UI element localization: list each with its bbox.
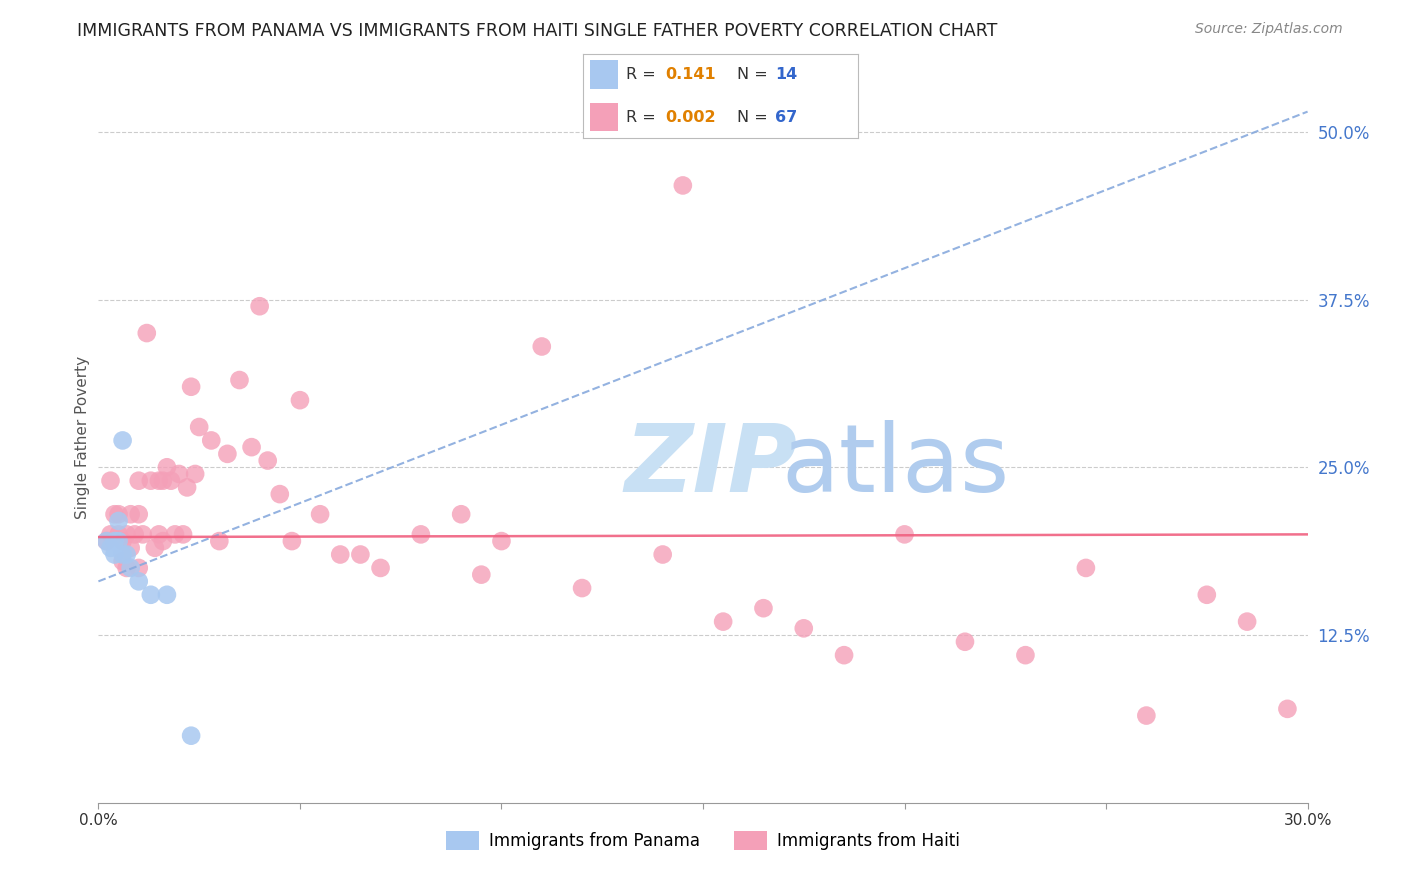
Bar xyxy=(591,61,617,89)
Legend: Immigrants from Panama, Immigrants from Haiti: Immigrants from Panama, Immigrants from … xyxy=(440,824,966,856)
Point xyxy=(470,567,492,582)
Point xyxy=(217,447,239,461)
Point xyxy=(832,648,855,662)
Point xyxy=(152,534,174,549)
Point xyxy=(288,393,311,408)
Point xyxy=(450,508,472,522)
Text: N =: N = xyxy=(737,110,768,125)
Text: 67: 67 xyxy=(776,110,797,125)
Text: R =: R = xyxy=(626,67,655,82)
Bar xyxy=(591,103,617,131)
Text: atlas: atlas xyxy=(782,420,1010,512)
Point xyxy=(103,508,125,522)
Point xyxy=(107,508,129,522)
Point xyxy=(100,541,122,555)
Point xyxy=(124,527,146,541)
Point xyxy=(1135,708,1157,723)
Point xyxy=(1195,588,1218,602)
Point xyxy=(139,588,162,602)
Point xyxy=(128,474,150,488)
Point xyxy=(96,534,118,549)
Text: 0.002: 0.002 xyxy=(666,110,717,125)
Text: ZIP: ZIP xyxy=(624,420,797,512)
Point xyxy=(107,514,129,528)
Point xyxy=(228,373,250,387)
Point xyxy=(1277,702,1299,716)
Text: 14: 14 xyxy=(776,67,797,82)
Text: 0.141: 0.141 xyxy=(666,67,717,82)
Point xyxy=(329,548,352,562)
Point xyxy=(156,460,179,475)
Point xyxy=(752,601,775,615)
Point xyxy=(269,487,291,501)
Point xyxy=(107,534,129,549)
Point xyxy=(793,621,815,635)
Point xyxy=(240,440,263,454)
Point xyxy=(160,474,183,488)
Point xyxy=(115,527,138,541)
Point xyxy=(349,548,371,562)
Point xyxy=(249,299,271,313)
Point xyxy=(132,527,155,541)
Point xyxy=(103,534,125,549)
Point xyxy=(953,634,976,648)
Point xyxy=(103,548,125,562)
Point xyxy=(96,534,118,549)
Point xyxy=(143,541,166,555)
Point xyxy=(148,527,170,541)
Point xyxy=(111,548,134,562)
Point xyxy=(571,581,593,595)
Point xyxy=(152,474,174,488)
Point xyxy=(651,548,673,562)
Point xyxy=(148,474,170,488)
Point xyxy=(111,534,134,549)
Point xyxy=(176,480,198,494)
Point xyxy=(281,534,304,549)
Text: Source: ZipAtlas.com: Source: ZipAtlas.com xyxy=(1195,22,1343,37)
Point xyxy=(115,548,138,562)
Point xyxy=(208,534,231,549)
Point xyxy=(172,527,194,541)
Point xyxy=(1074,561,1097,575)
Point xyxy=(100,527,122,541)
Text: N =: N = xyxy=(737,67,768,82)
Point xyxy=(139,474,162,488)
Point xyxy=(200,434,222,448)
Point xyxy=(184,467,207,481)
Point xyxy=(100,474,122,488)
Text: IMMIGRANTS FROM PANAMA VS IMMIGRANTS FROM HAITI SINGLE FATHER POVERTY CORRELATIO: IMMIGRANTS FROM PANAMA VS IMMIGRANTS FRO… xyxy=(77,22,998,40)
Point xyxy=(409,527,432,541)
Point xyxy=(1014,648,1036,662)
Point xyxy=(128,508,150,522)
Y-axis label: Single Father Poverty: Single Father Poverty xyxy=(75,356,90,518)
Point xyxy=(491,534,513,549)
Point xyxy=(120,561,142,575)
Point xyxy=(1236,615,1258,629)
Point xyxy=(128,561,150,575)
Point xyxy=(309,508,332,522)
Point xyxy=(111,554,134,568)
Point xyxy=(530,339,553,353)
Point xyxy=(180,380,202,394)
Point xyxy=(167,467,190,481)
Point xyxy=(256,453,278,467)
Point xyxy=(107,527,129,541)
Point xyxy=(156,588,179,602)
Point xyxy=(370,561,392,575)
Text: R =: R = xyxy=(626,110,655,125)
Point xyxy=(115,561,138,575)
Point xyxy=(188,420,211,434)
Point xyxy=(128,574,150,589)
Point xyxy=(893,527,915,541)
Point xyxy=(180,729,202,743)
Point xyxy=(135,326,157,340)
Point xyxy=(672,178,695,193)
Point xyxy=(111,434,134,448)
Point xyxy=(163,527,186,541)
Point xyxy=(120,508,142,522)
Point xyxy=(120,541,142,555)
Point xyxy=(711,615,734,629)
